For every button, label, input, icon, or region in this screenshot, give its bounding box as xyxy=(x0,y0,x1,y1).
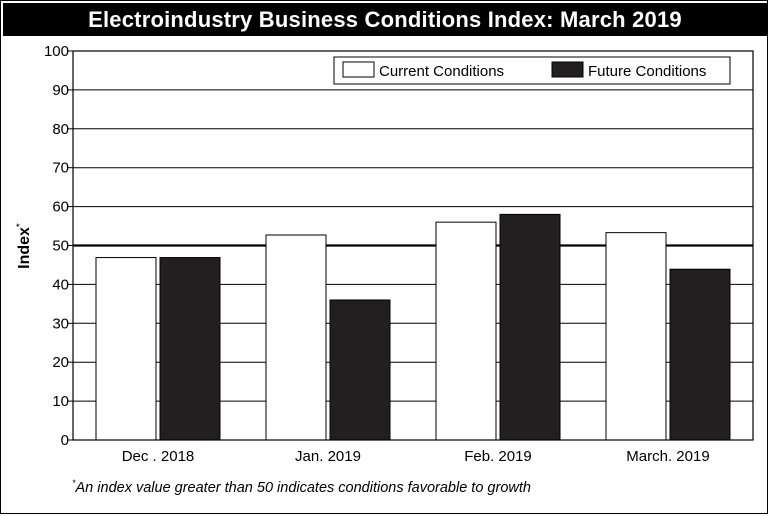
y-tick-label: 0 xyxy=(61,432,69,449)
y-tick-label: 30 xyxy=(52,315,69,332)
x-tick-label: Feb. 2019 xyxy=(464,448,532,465)
y-tick-label: 40 xyxy=(52,276,69,293)
legend-label: Current Conditions xyxy=(379,63,504,80)
x-tick-label: Jan. 2019 xyxy=(295,448,361,465)
y-tick-label: 50 xyxy=(52,238,69,255)
footnote: *An index value greater than 50 indicate… xyxy=(72,478,531,496)
y-tick-label: 70 xyxy=(52,160,69,177)
footnote-text: An index value greater than 50 indicates… xyxy=(75,479,531,496)
current-conditions-bar xyxy=(605,232,667,441)
y-axis-label: Index* xyxy=(15,223,33,269)
footnote-marker: * xyxy=(72,478,76,488)
legend-label: Future Conditions xyxy=(588,63,706,80)
x-tick-label: March. 2019 xyxy=(626,448,709,465)
current-conditions-bar xyxy=(265,234,327,441)
legend-box xyxy=(333,56,731,85)
future-conditions-bar xyxy=(159,257,221,441)
current-conditions-bar xyxy=(435,221,497,441)
title-bar: Electroindustry Business Conditions Inde… xyxy=(3,3,767,36)
y-tick-label: 60 xyxy=(52,199,69,216)
y-tick-label: 80 xyxy=(52,121,69,138)
legend-swatch-current xyxy=(342,61,375,78)
current-conditions-bar xyxy=(95,257,157,441)
legend-swatch-future xyxy=(551,61,584,78)
x-tick-label: Dec . 2018 xyxy=(122,448,195,465)
y-tick-label: 100 xyxy=(44,43,69,60)
chart-title: Electroindustry Business Conditions Inde… xyxy=(88,7,682,32)
plot-border xyxy=(72,50,754,441)
y-tick-label: 10 xyxy=(52,393,69,410)
future-conditions-bar xyxy=(499,213,561,441)
y-tick-label: 90 xyxy=(52,82,69,99)
y-tick-label: 20 xyxy=(52,354,69,371)
future-conditions-bar xyxy=(329,299,391,441)
future-conditions-bar xyxy=(669,268,731,441)
